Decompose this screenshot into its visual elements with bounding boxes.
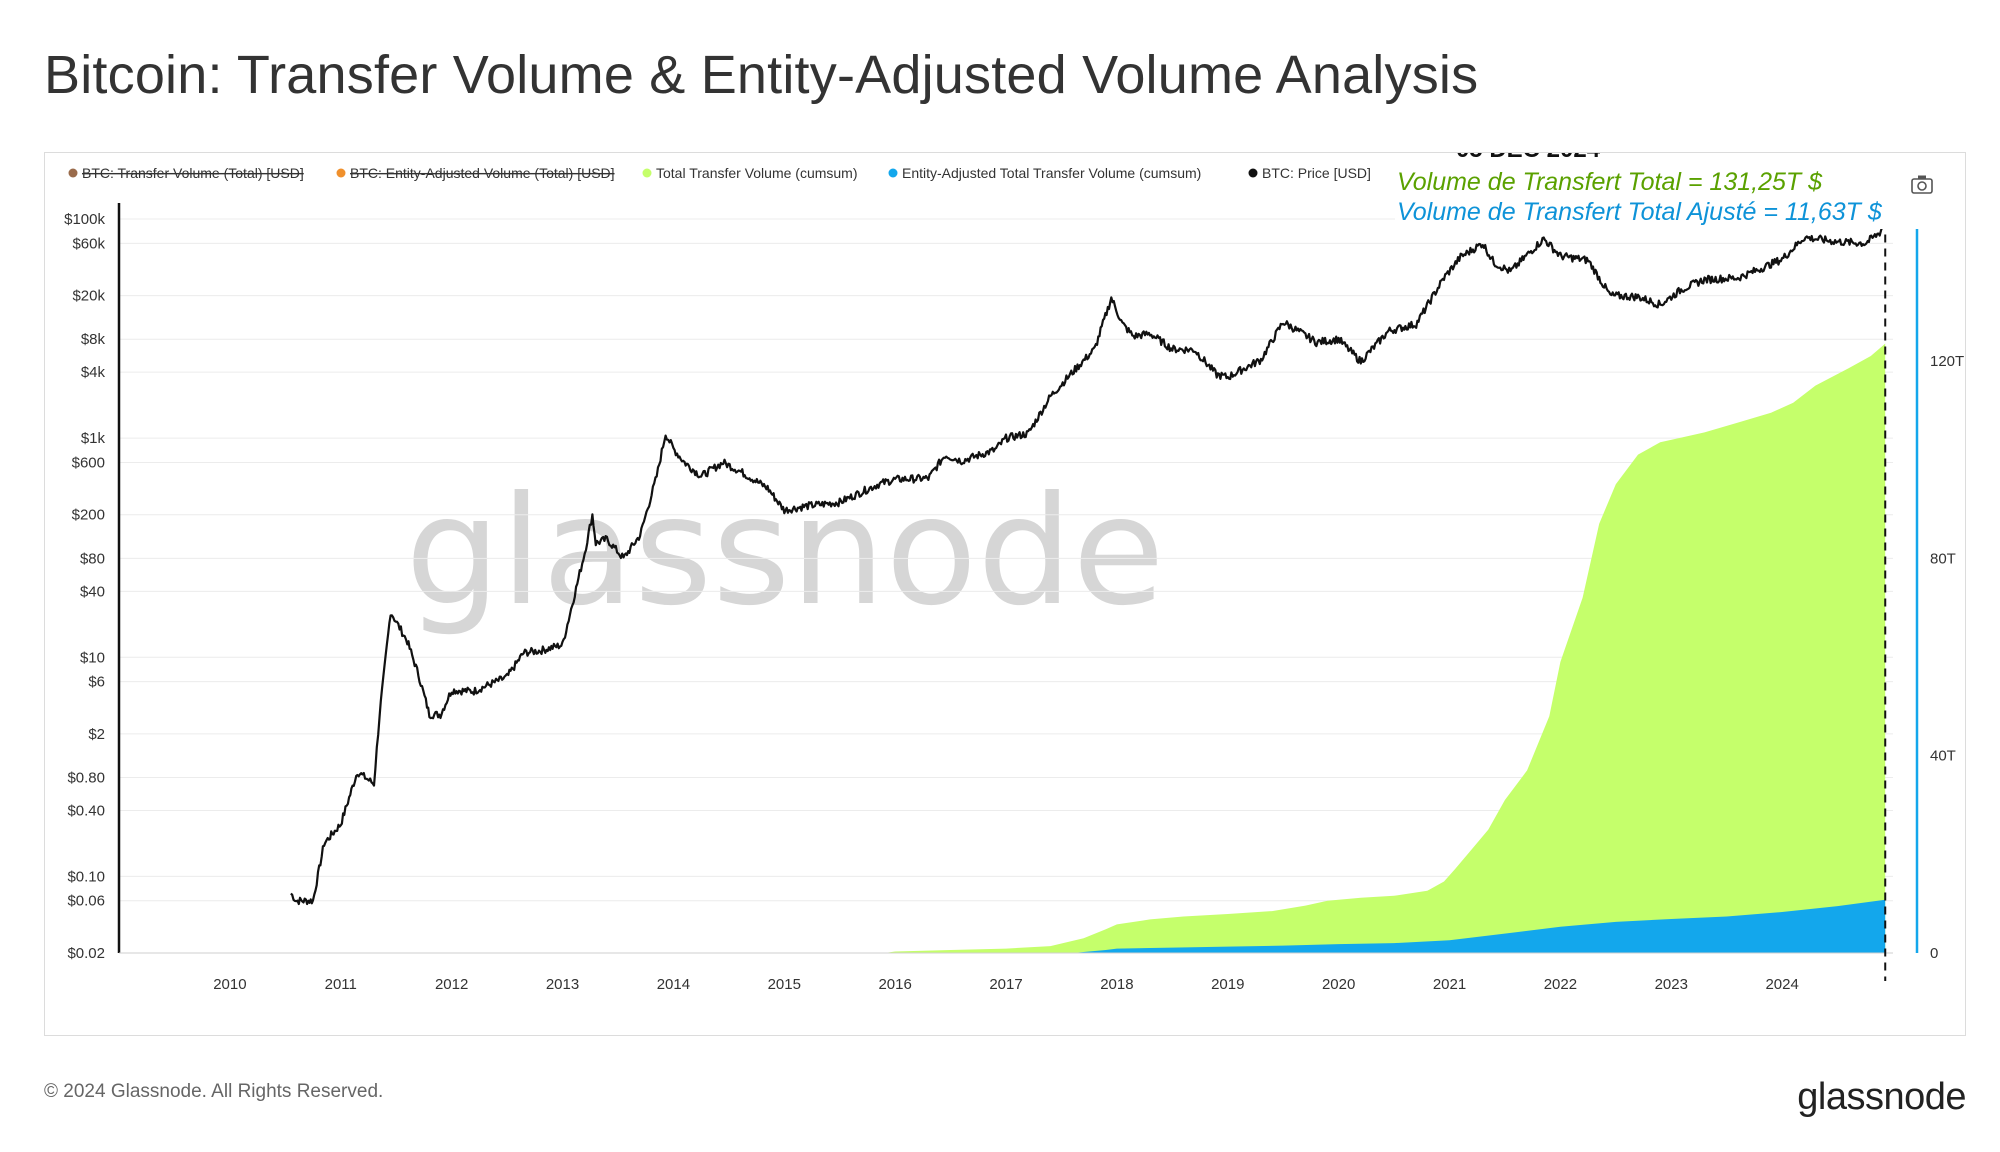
y-left-tick-label: $600 <box>72 454 105 471</box>
legend-marker <box>1248 168 1258 178</box>
x-tick-label: 2018 <box>1100 976 1133 993</box>
x-tick-label: 2014 <box>657 976 690 993</box>
x-tick-label: 2023 <box>1655 976 1688 993</box>
camera-icon[interactable] <box>1911 175 1933 194</box>
legend-marker <box>336 168 346 178</box>
y-left-tick-label: $200 <box>72 507 105 524</box>
y-left-tick-label: $0.02 <box>67 945 105 962</box>
x-tick-label: 2012 <box>435 976 468 993</box>
annotation-text-bg <box>1395 165 1931 229</box>
legend-label: BTC: Price [USD] <box>1262 165 1371 181</box>
y-left-tick-label: $6 <box>88 674 105 691</box>
footer-logo[interactable]: glassnode <box>1797 1076 1966 1118</box>
axes: $100k $60k $20k $8k $4k $1k $600 $200 $80 $40 $10 $… <box>64 203 1964 993</box>
y-left-tick-label: $40 <box>80 583 105 600</box>
annotation: 05 DEC 2024 Volume de Transfert Total = 1… <box>1395 153 1931 981</box>
x-tick-label: 2016 <box>878 976 911 993</box>
x-tick-label: 2013 <box>546 976 579 993</box>
legend[interactable]: BTC: Transfer Volume (Total) [USD] BTC: E… <box>68 165 1371 181</box>
x-tick-label: 2021 <box>1433 976 1466 993</box>
y-left-tick-label: $0.40 <box>67 802 105 819</box>
watermark-logo: glassnode <box>405 465 1164 639</box>
price-series <box>290 220 1887 906</box>
legend-label: BTC: Entity-Adjusted Volume (Total) [USD… <box>350 165 615 181</box>
legend-label: Total Transfer Volume (cumsum) <box>656 165 858 181</box>
x-tick-label: 2011 <box>325 976 357 993</box>
legend-label: Entity-Adjusted Total Transfer Volume (c… <box>902 165 1201 181</box>
annotation-total-volume: Volume de Transfert Total = 131,25T $ <box>1397 168 1823 196</box>
legend-item[interactable]: BTC: Price [USD] <box>1248 165 1371 181</box>
y-left-tick-label: $80 <box>80 550 105 567</box>
y-left-tick-label: $0.80 <box>67 769 105 786</box>
y-right-tick-label: 120T <box>1930 353 1964 370</box>
y-left-tick-label: $0.06 <box>67 893 105 910</box>
btc-price-line <box>290 220 1887 906</box>
x-tick-label: 2010 <box>213 976 246 993</box>
y-right-tick-label: 0 <box>1930 945 1938 962</box>
legend-item[interactable]: Total Transfer Volume (cumsum) <box>642 165 858 181</box>
y-left-tick-label: $8k <box>81 331 106 348</box>
legend-marker <box>888 168 898 178</box>
annotation-date: 05 DEC 2024 <box>1456 153 1601 163</box>
y-left-tick-label: $60k <box>72 235 105 252</box>
x-tick-label: 2024 <box>1765 976 1798 993</box>
legend-item[interactable]: BTC: Transfer Volume (Total) [USD] <box>68 165 304 181</box>
x-tick-label: 2017 <box>989 976 1022 993</box>
entity-adjusted-volume-area <box>1072 899 1886 953</box>
y-left-tick-label: $2 <box>88 726 105 743</box>
y-right-tick-label: 40T <box>1930 748 1956 765</box>
x-tick-label: 2019 <box>1211 976 1244 993</box>
x-tick-label: 2020 <box>1322 976 1355 993</box>
x-tick-label: 2022 <box>1544 976 1577 993</box>
chart-svg: glassnode $100k$60k$20k$8k$4k$1k$600$200… <box>64 153 1964 993</box>
x-tick-label: 2015 <box>768 976 801 993</box>
legend-marker <box>642 168 652 178</box>
footer-copyright: © 2024 Glassnode. All Rights Reserved. <box>44 1081 384 1102</box>
chart-panel: glassnode $100k $60k $20k $8k $4k $1k $600 $200… <box>44 152 1966 1036</box>
total-transfer-volume-area <box>884 343 1886 954</box>
page-title: Bitcoin: Transfer Volume & Entity-Adjust… <box>44 45 1479 105</box>
y-left-tick-label: $100k <box>64 211 105 228</box>
y-left-tick-label: $4k <box>81 364 106 381</box>
legend-marker <box>68 168 78 178</box>
y-left-tick-label: $20k <box>72 288 105 305</box>
annotation-adjusted-volume: Volume de Transfert Total Ajusté = 11,63… <box>1397 198 1883 226</box>
legend-label: BTC: Transfer Volume (Total) [USD] <box>82 165 304 181</box>
y-right-tick-label: 80T <box>1930 550 1956 567</box>
y-left-tick-label: $1k <box>81 430 106 447</box>
legend-item[interactable]: BTC: Entity-Adjusted Volume (Total) [USD… <box>336 165 615 181</box>
y-left-tick-label: $10 <box>80 649 105 666</box>
area-series <box>884 343 1886 954</box>
y-left-tick-label: $0.10 <box>67 868 105 885</box>
legend-item[interactable]: Entity-Adjusted Total Transfer Volume (c… <box>888 165 1202 181</box>
